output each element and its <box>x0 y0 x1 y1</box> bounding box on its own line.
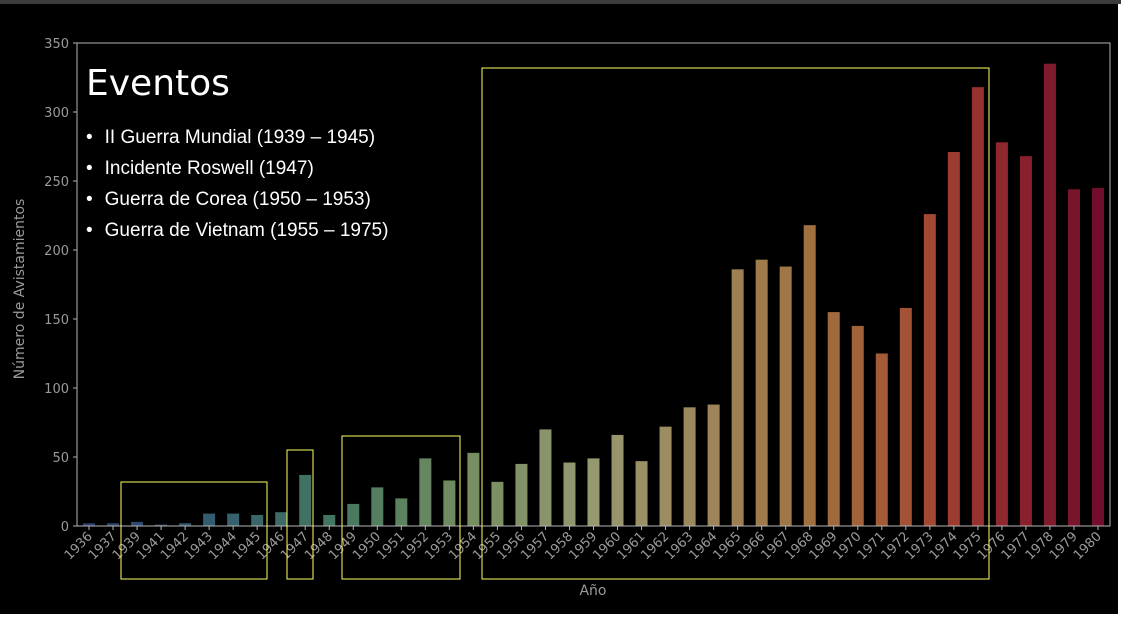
bar-1975 <box>971 87 984 526</box>
bar-1979 <box>1067 189 1080 526</box>
bar-1976 <box>995 142 1008 527</box>
bar-1955 <box>491 481 504 526</box>
event-item-korea-label: Guerra de Corea (1950 – 1953) <box>105 189 371 210</box>
event-item-ww2-label: II Guerra Mundial (1939 – 1945) <box>105 127 375 148</box>
event-item-vietnam-label: Guerra de Vietnam (1955 – 1975) <box>105 220 389 241</box>
bar-1965 <box>731 269 744 526</box>
bar-1960 <box>611 434 624 526</box>
y-tick-label-200: 200 <box>44 244 69 259</box>
bar-1972 <box>899 307 912 526</box>
bar-1961 <box>635 461 648 526</box>
events-title: Eventos <box>86 63 230 104</box>
y-tick-label-150: 150 <box>44 313 69 328</box>
y-tick-label-50: 50 <box>52 451 69 466</box>
bar-1974 <box>947 152 960 526</box>
y-axis-ticks: 0 50 100 150 200 250 300 350 <box>44 37 77 535</box>
highlight-box-roswell <box>286 449 314 580</box>
window-top-border <box>0 0 1121 4</box>
event-item-roswell: • Incidente Roswell (1947) <box>86 158 314 179</box>
bar-1959 <box>587 458 600 526</box>
bar-1977 <box>1019 156 1032 526</box>
y-tick-label-100: 100 <box>44 382 69 397</box>
bar-1968 <box>803 225 816 526</box>
bar-1954 <box>467 452 480 526</box>
bar-1971 <box>875 353 888 526</box>
bar-1956 <box>515 463 528 526</box>
highlight-box-ww2 <box>120 481 268 580</box>
bullet-icon: • <box>86 127 93 148</box>
bar-1980 <box>1091 187 1104 526</box>
bar-1937 <box>107 523 120 526</box>
event-item-roswell-label: Incidente Roswell (1947) <box>105 158 314 179</box>
y-tick-label-250: 250 <box>44 175 69 190</box>
bar-1978 <box>1043 63 1056 526</box>
bar-1966 <box>755 259 768 526</box>
bar-1946 <box>275 512 288 526</box>
bar-1953 <box>443 480 456 526</box>
bar-1951 <box>395 498 408 526</box>
bar-1945 <box>251 514 264 526</box>
bar-1967 <box>779 266 792 526</box>
bullet-icon: • <box>86 189 93 210</box>
bar-1952 <box>419 458 432 526</box>
events-list: • II Guerra Mundial (1939 – 1945) • Incide… <box>86 127 388 241</box>
event-highlight-boxes <box>120 67 990 580</box>
bar-1950 <box>371 487 384 526</box>
bullet-icon: • <box>86 158 93 179</box>
bar-1963 <box>683 407 696 526</box>
bar-1969 <box>827 312 840 526</box>
bar-1957 <box>539 429 552 526</box>
bar-1970 <box>851 325 864 526</box>
event-item-ww2: • II Guerra Mundial (1939 – 1945) <box>86 127 375 148</box>
y-tick-label-300: 300 <box>44 106 69 121</box>
bar-1949 <box>347 503 360 526</box>
bullet-icon: • <box>86 220 93 241</box>
x-axis-label: Año <box>579 583 606 599</box>
event-item-vietnam: • Guerra de Vietnam (1955 – 1975) <box>86 220 388 241</box>
bar-1947 <box>299 474 312 526</box>
y-tick-label-0: 0 <box>61 520 69 535</box>
bar-1944 <box>227 513 240 526</box>
event-item-korea: • Guerra de Corea (1950 – 1953) <box>86 189 371 210</box>
bars-group <box>83 63 1104 527</box>
bar-1973 <box>923 214 936 526</box>
bar-1943 <box>203 513 216 526</box>
x-axis-ticks: 1936193719391941194219431944194519461947… <box>62 526 1105 563</box>
bar-1941 <box>155 524 168 526</box>
bar-1964 <box>707 404 720 526</box>
highlight-box-vietnam <box>481 67 990 580</box>
x-tick-label-1980: 1980 <box>1071 529 1105 563</box>
y-axis-label: Número de Avistamientos <box>12 199 28 380</box>
highlight-box-korea <box>341 435 461 580</box>
bar-1958 <box>563 462 576 526</box>
bar-1936 <box>83 523 96 526</box>
bar-1962 <box>659 426 672 526</box>
y-tick-label-350: 350 <box>44 37 69 52</box>
bar-1942 <box>179 523 192 526</box>
bar-1939 <box>131 521 144 526</box>
bar-1948 <box>323 514 336 526</box>
